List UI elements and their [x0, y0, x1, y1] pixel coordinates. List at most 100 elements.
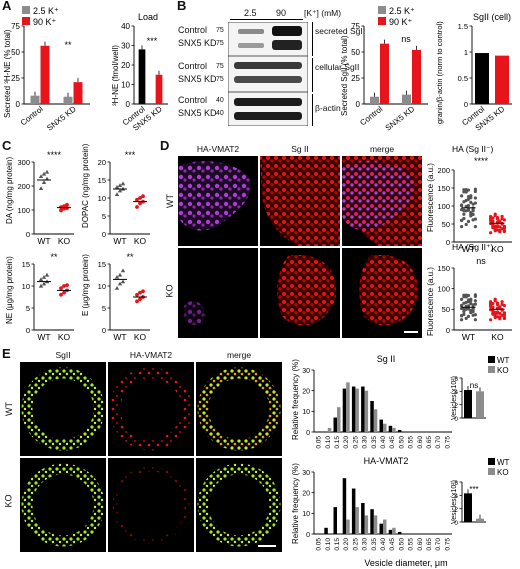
data-point — [464, 300, 468, 304]
micrograph-grid-e — [20, 362, 282, 552]
histogram-bar — [370, 509, 374, 534]
y-tick-label: 2 — [454, 506, 458, 513]
histogram-bar — [397, 531, 402, 534]
data-point — [460, 297, 464, 301]
bar — [370, 96, 379, 104]
histogram-bar — [327, 427, 332, 432]
data-point — [495, 228, 500, 232]
y-tick-label: 0 — [446, 326, 450, 335]
data-point — [462, 190, 466, 194]
y-tick-label: 10 — [98, 282, 106, 291]
panel-a: 0 25 50 75 Control SNX5 KD 0 10 20 30 40 ControlSN… — [3, 6, 168, 133]
legend-swatch-red — [378, 17, 386, 25]
d-row-label-wt: WT — [165, 194, 175, 208]
y-tick-label: 6 — [454, 480, 458, 487]
data-point — [464, 190, 468, 194]
bracket-secreted — [312, 22, 313, 56]
histogram-bar — [383, 423, 387, 432]
inset-sig-1: ns — [470, 381, 478, 390]
y-tick-label: 10 — [302, 511, 310, 518]
data-point — [493, 310, 497, 315]
ylabel-a2: ³H-NE (fmol/well) — [111, 45, 120, 106]
data-point — [500, 217, 504, 221]
histogram-bar — [383, 519, 387, 534]
y-tick-label: 20 — [302, 388, 310, 395]
y-tick-label: 100 — [17, 206, 30, 215]
data-point — [141, 289, 145, 294]
y-tick-label: 30 — [121, 41, 130, 50]
bar — [412, 49, 421, 104]
histogram-bar — [333, 507, 337, 534]
y-tick-label: 100 — [437, 202, 450, 211]
x-tick-label: WT — [113, 332, 126, 342]
data-point — [473, 294, 477, 299]
legend-swatch-ko — [488, 468, 495, 475]
histogram-bar — [392, 527, 396, 534]
x-tick-label: 0.50 — [398, 436, 405, 449]
western-blot-image — [228, 22, 308, 126]
inset-sig-2: *** — [469, 485, 478, 494]
data-point — [502, 228, 506, 233]
histogram-bar — [392, 427, 396, 432]
x-tick-label: KO — [134, 332, 147, 342]
bar — [495, 55, 509, 104]
data-point — [120, 181, 126, 186]
y-tick-label: 0 — [126, 100, 131, 109]
data-point — [469, 200, 473, 204]
ylabel-b2: granin/β-actin (norm to control) — [435, 21, 444, 124]
y-tick-label: 50 — [442, 220, 450, 229]
x-tick-label: 0.15 — [334, 538, 341, 551]
data-point — [62, 290, 66, 295]
x-tick-label: 0.35 — [371, 538, 378, 551]
data-point — [464, 222, 468, 227]
row-label-kd-3: SNX5 KD — [178, 108, 217, 118]
y-tick-label: 1.5 — [458, 22, 468, 31]
d-col-title-ha: HA-VMAT2 — [196, 144, 240, 154]
histogram-bar — [337, 407, 341, 432]
data-point — [491, 219, 495, 223]
row-label-control-3: Control — [178, 95, 208, 105]
x-tick-label: WT — [462, 332, 475, 342]
bar — [380, 43, 389, 104]
data-point — [469, 214, 473, 218]
y-tick-label: 100 — [437, 284, 450, 293]
mw-marker: 40 — [216, 110, 224, 117]
data-point — [117, 281, 123, 286]
title-d1: HA (Sg II⁻) — [452, 144, 493, 154]
x-tick-label: 0.65 — [426, 436, 433, 449]
x-tick-label: 0.10 — [325, 538, 332, 551]
histogram-bar — [361, 503, 365, 534]
x-tick-label: Control — [358, 104, 384, 127]
data-point — [38, 186, 44, 190]
y-tick-label: 0 — [102, 326, 106, 335]
micrograph-e-wt-merge — [196, 362, 282, 456]
data-point — [491, 301, 495, 306]
sig-c1: **** — [47, 150, 62, 160]
bar — [40, 45, 50, 104]
sig-c2: *** — [125, 150, 136, 160]
data-point — [464, 198, 468, 203]
data-point — [493, 299, 497, 303]
y-tick-label: 75 — [351, 22, 360, 31]
ylabel-d2: Fluorescence (a.u.) — [426, 267, 435, 336]
title-e1: Sg II — [377, 354, 396, 364]
y-tick-label: 0 — [26, 326, 30, 335]
histogram-bar — [397, 429, 402, 432]
y-tick-label: 20 — [302, 490, 310, 497]
data-point — [460, 207, 464, 212]
y-tick-label: 5 — [26, 304, 30, 313]
data-point — [120, 268, 126, 273]
data-point — [138, 290, 142, 295]
x-tick-label: 0.55 — [408, 538, 415, 551]
micrograph-e-wt-sgii — [20, 362, 106, 456]
conc-90: 90 — [276, 8, 287, 18]
y-tick-label: 150 — [437, 264, 450, 273]
y-tick-label: 0 — [306, 532, 310, 539]
bar — [464, 493, 472, 522]
x-tick-label: 0.30 — [362, 538, 369, 551]
data-point — [135, 292, 139, 297]
conc-header: [K⁺] (mM) — [304, 8, 342, 18]
ylabel-c3: NE (μg/mg protein) — [5, 256, 14, 324]
